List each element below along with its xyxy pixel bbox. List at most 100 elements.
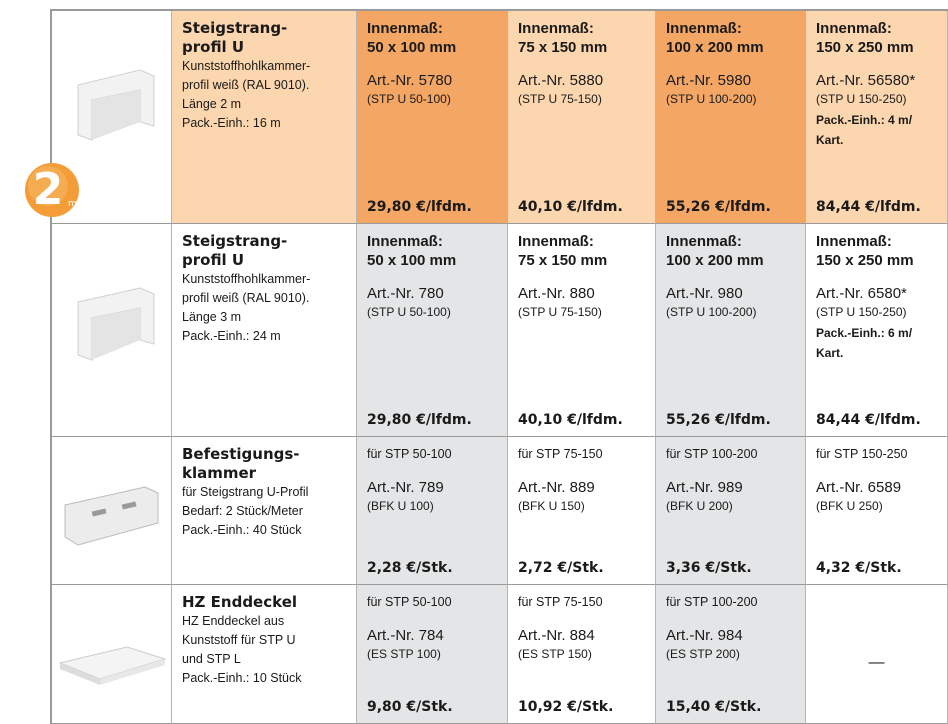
price: 84,44 €/lfdm. xyxy=(816,199,921,215)
badge-number: 2 xyxy=(33,164,64,215)
article-code: (ES STP 150) xyxy=(518,645,647,663)
article-code: (STP U 75-150) xyxy=(518,303,647,321)
article-number: Art.-Nr. 5880 xyxy=(518,71,647,90)
size-label: 150 x 250 mm xyxy=(816,251,939,270)
price-cell: für STP 150-250Art.-Nr. 6589(BFK U 250)4… xyxy=(806,437,948,585)
article-code: (BFK U 200) xyxy=(666,497,797,515)
product-title: Befestigungs- xyxy=(182,445,348,464)
product-description: Pack.-Einh.: 24 m xyxy=(182,327,348,346)
size-label: für STP 100-200 xyxy=(666,445,797,464)
description-cell: HZ EnddeckelHZ Enddeckel ausKunststoff f… xyxy=(172,585,357,724)
article-number: Art.-Nr. 6580* xyxy=(816,284,939,303)
empty-dash: — xyxy=(806,654,947,672)
size-label: Innenmaß: xyxy=(666,232,797,251)
product-title: profil U xyxy=(182,251,348,270)
product-description: Kunststoff für STP U xyxy=(182,631,348,650)
price-cell: Innenmaß:75 x 150 mmArt.-Nr. 5880(STP U … xyxy=(508,11,656,224)
product-title: Steigstrang- xyxy=(182,19,348,38)
product-description: Pack.-Einh.: 16 m xyxy=(182,114,348,133)
article-code: (BFK U 250) xyxy=(816,497,939,515)
size-label: 100 x 200 mm xyxy=(666,38,797,57)
price: 9,80 €/Stk. xyxy=(367,699,453,715)
length-badge: 2 m xyxy=(18,160,90,220)
product-description: Kunststoffhohlkammer- xyxy=(182,57,348,76)
price-cell: für STP 50-100 Art.-Nr. 784(ES STP 100) 9,… xyxy=(357,585,508,724)
badge-unit: m xyxy=(68,199,77,209)
price: 15,40 €/Stk. xyxy=(666,699,761,715)
price: 29,80 €/lfdm. xyxy=(367,412,472,428)
price-cell: Innenmaß:150 x 250 mm Art.-Nr. 6580*(STP … xyxy=(806,224,948,437)
article-code: (STP U 150-250) xyxy=(816,303,939,321)
article-number: Art.-Nr. 5780 xyxy=(367,71,499,90)
price: 3,36 €/Stk. xyxy=(666,560,752,576)
price: 40,10 €/lfdm. xyxy=(518,412,623,428)
article-number: Art.-Nr. 884 xyxy=(518,626,647,645)
size-label: für STP 50-100 xyxy=(367,593,499,612)
article-number: Art.-Nr. 780 xyxy=(367,284,499,303)
product-image xyxy=(70,280,160,370)
product-image xyxy=(55,635,170,695)
product-description: für Steigstrang U-Profil xyxy=(182,483,348,502)
size-label: für STP 100-200 xyxy=(666,593,797,612)
product-description: Länge 3 m xyxy=(182,308,348,327)
pack-unit: Pack.-Einh.: 4 m/ xyxy=(816,110,939,130)
price: 40,10 €/lfdm. xyxy=(518,199,623,215)
article-code: (STP U 75-150) xyxy=(518,90,647,108)
size-label: für STP 150-250 xyxy=(816,445,939,464)
article-code: (BFK U 150) xyxy=(518,497,647,515)
product-description: profil weiß (RAL 9010). xyxy=(182,76,348,95)
product-description: Kunststoffhohlkammer- xyxy=(182,270,348,289)
size-label: Innenmaß: xyxy=(816,232,939,251)
size-label: 50 x 100 mm xyxy=(367,38,499,57)
price-cell: für STP 100-200 Art.-Nr. 989(BFK U 200) 3,… xyxy=(656,437,806,585)
article-number: Art.-Nr. 56580* xyxy=(816,71,939,90)
product-description: Pack.-Einh.: 40 Stück xyxy=(182,521,348,540)
product-description: Pack.-Einh.: 10 Stück xyxy=(182,669,348,688)
article-code: (STP U 50-100) xyxy=(367,90,499,108)
article-code: (ES STP 100) xyxy=(367,645,499,663)
price-cell: Innenmaß:100 x 200 mmArt.-Nr. 980(STP U … xyxy=(656,224,806,437)
price: 55,26 €/lfdm. xyxy=(666,199,771,215)
product-title: HZ Enddeckel xyxy=(182,593,348,612)
article-number: Art.-Nr. 980 xyxy=(666,284,797,303)
pack-unit: Kart. xyxy=(816,130,939,150)
price: 10,92 €/Stk. xyxy=(518,699,613,715)
size-label: Innenmaß: xyxy=(816,19,939,38)
article-number: Art.-Nr. 889 xyxy=(518,478,647,497)
article-code: (STP U 150-250) xyxy=(816,90,939,108)
article-number: Art.-Nr. 984 xyxy=(666,626,797,645)
article-number: Art.-Nr. 784 xyxy=(367,626,499,645)
price: 84,44 €/lfdm. xyxy=(816,412,921,428)
product-title: profil U xyxy=(182,38,348,57)
size-label: 75 x 150 mm xyxy=(518,251,647,270)
product-image xyxy=(60,475,165,555)
product-description: Länge 2 m xyxy=(182,95,348,114)
product-image xyxy=(70,60,160,150)
article-code: (STP U 50-100) xyxy=(367,303,499,321)
page: {"badge":{"number":"2","unit":"m"}, "row… xyxy=(0,0,948,724)
price-cell: für STP 100-200 Art.-Nr. 984(ES STP 200) 1… xyxy=(656,585,806,724)
article-code: (BFK U 100) xyxy=(367,497,499,515)
article-number: Art.-Nr. 880 xyxy=(518,284,647,303)
size-label: 50 x 100 mm xyxy=(367,251,499,270)
pack-unit: Kart. xyxy=(816,343,939,363)
size-label: 150 x 250 mm xyxy=(816,38,939,57)
pack-unit: Pack.-Einh.: 6 m/ xyxy=(816,323,939,343)
product-description: und STP L xyxy=(182,650,348,669)
size-label: Innenmaß: xyxy=(518,232,647,251)
product-description: Bedarf: 2 Stück/Meter xyxy=(182,502,348,521)
product-title: klammer xyxy=(182,464,348,483)
price-cell: — xyxy=(806,585,948,724)
article-number: Art.-Nr. 989 xyxy=(666,478,797,497)
price-cell: Innenmaß:150 x 250 mm Art.-Nr. 56580*(STP… xyxy=(806,11,948,224)
price: 4,32 €/Stk. xyxy=(816,560,902,576)
article-code: (ES STP 200) xyxy=(666,645,797,663)
